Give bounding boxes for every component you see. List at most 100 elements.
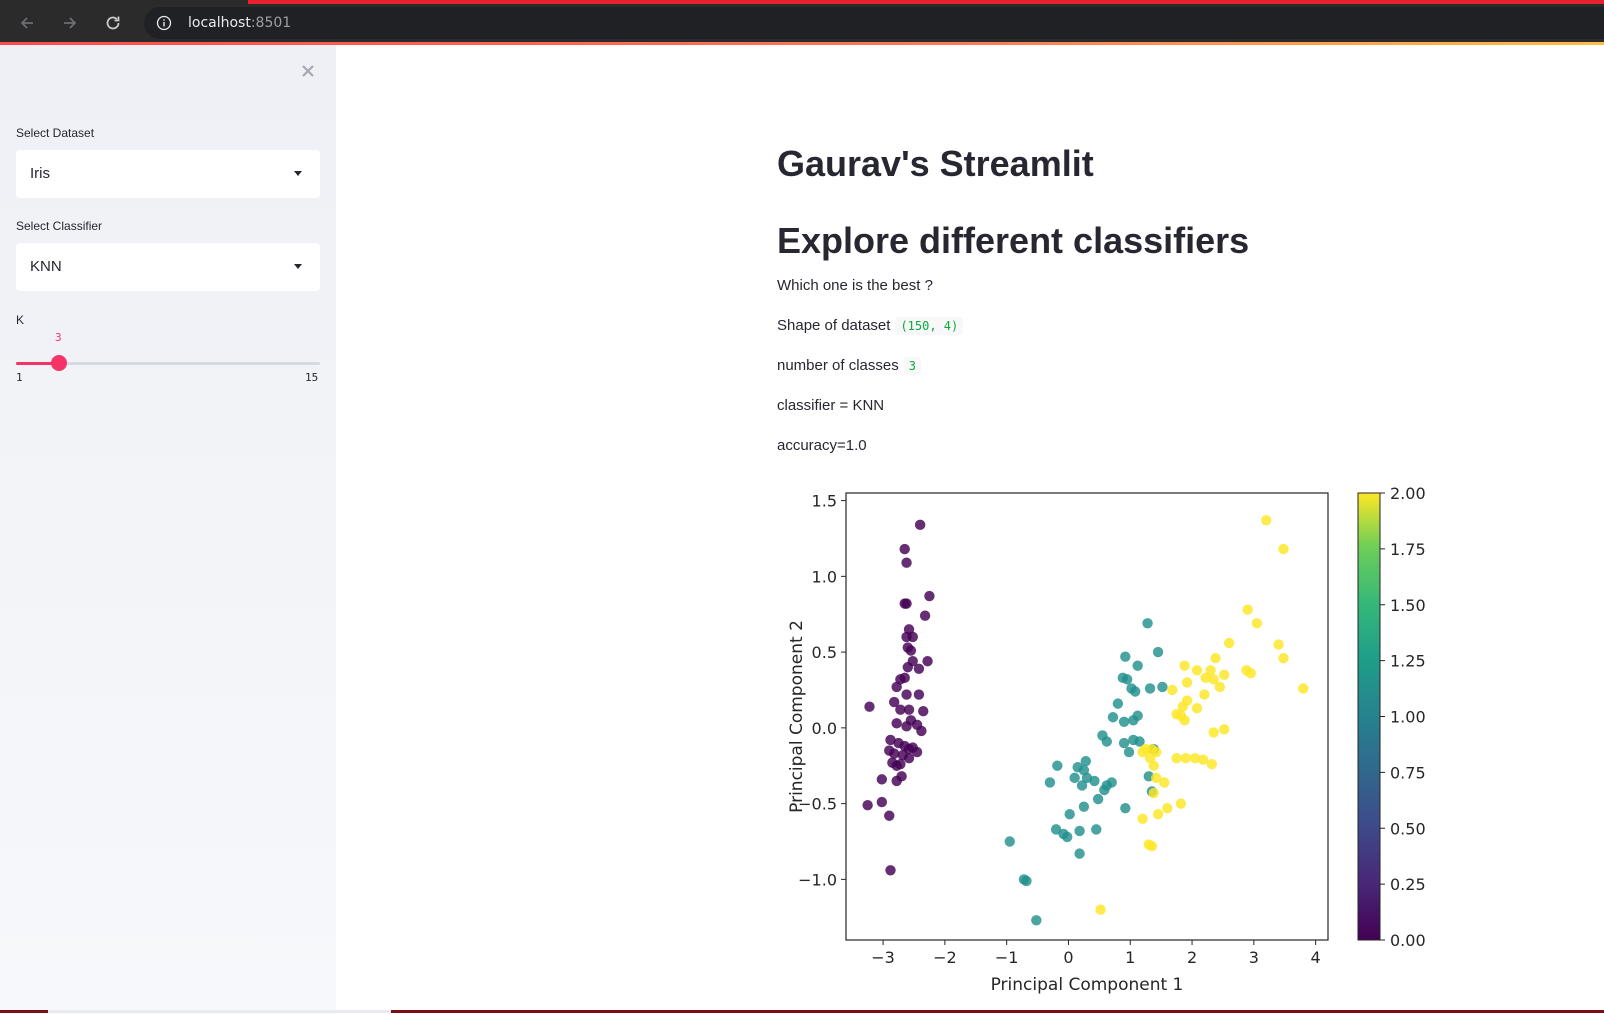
scatter-point [907, 631, 918, 643]
classifier-select-value: KNN [30, 258, 62, 275]
scatter-point [885, 865, 896, 876]
scatter-point [899, 598, 910, 609]
classes-line: number of classes 3 [777, 357, 921, 375]
scatter-point [1273, 639, 1284, 650]
scatter-point [1146, 840, 1158, 852]
scatter-point [1132, 660, 1143, 671]
y-tick-label: −1.0 [798, 870, 837, 889]
scatter-point [885, 734, 896, 746]
scatter-point [1052, 760, 1063, 771]
scatter-point [1080, 756, 1091, 767]
classes-value: 3 [903, 357, 921, 375]
scatter-point [1152, 809, 1164, 820]
scatter-point [1118, 737, 1130, 749]
scatter-point [1251, 618, 1263, 629]
y-tick-label: 1.0 [812, 567, 837, 586]
reload-icon[interactable] [100, 10, 126, 36]
scatter-point [884, 810, 895, 821]
dataset-select[interactable]: Iris [16, 150, 320, 198]
scatter-point [913, 689, 925, 700]
k-slider-track[interactable] [16, 362, 320, 365]
x-tick-label: −1 [995, 948, 1019, 967]
scatter-point [1031, 915, 1042, 926]
x-tick-label: 3 [1249, 948, 1259, 967]
scatter-point [1171, 752, 1182, 764]
scatter-point [1092, 793, 1104, 805]
scatter-point [903, 752, 915, 764]
scatter-point [1159, 777, 1170, 788]
scatter-point [1214, 681, 1226, 693]
chevron-down-icon [294, 264, 302, 269]
scatter-point [1197, 754, 1209, 765]
url-text[interactable]: localhost:8501 [188, 15, 291, 31]
scatter-point [1128, 715, 1139, 726]
scatter-point [899, 672, 910, 684]
scatter-point [918, 705, 929, 717]
scatter-point [1261, 515, 1272, 526]
scatter-point [889, 748, 900, 759]
classifier-line: classifier = KNN [777, 397, 885, 414]
scatter-point [1218, 724, 1230, 735]
url-port: :8501 [250, 15, 292, 31]
scatter-point [913, 663, 925, 674]
classifier-select[interactable]: KNN [16, 243, 320, 291]
pca-scatter-plot: −3 −2 −1 0 1 2 3 4 −1.0 −0.5 0.0 0.5 1.0 1.5 Principal… [787, 485, 1426, 995]
accuracy-line: accuracy=1.0 [777, 437, 867, 454]
scatter-point [919, 610, 931, 621]
y-axis-label: Principal Component 2 [787, 620, 807, 813]
scatter-point [1148, 760, 1159, 771]
site-info-icon[interactable] [156, 15, 172, 36]
streamlit-decoration-bar [0, 42, 1604, 45]
forward-icon[interactable] [57, 10, 83, 36]
scatter-point [891, 760, 902, 771]
x-tick-label: 0 [1063, 948, 1073, 967]
scatter-point [1180, 752, 1192, 764]
k-slider-value: 3 [55, 331, 62, 344]
scatter-point [1004, 836, 1015, 847]
scatter-point [1177, 701, 1188, 712]
scatter-point [1179, 660, 1190, 671]
k-slider-thumb[interactable] [51, 355, 67, 371]
scatter-point [1130, 686, 1141, 697]
close-sidebar-icon[interactable] [298, 61, 318, 81]
url-host: localhost [188, 15, 251, 31]
scatter-point [1137, 813, 1148, 824]
scatter-point [1278, 543, 1289, 555]
scatter-point [895, 704, 906, 715]
scatter-point [1099, 784, 1110, 796]
page-subtitle: Explore different classifiers [777, 220, 1250, 261]
scatter-point [891, 718, 902, 729]
k-slider-min: 1 [16, 371, 23, 384]
classes-label: number of classes [777, 357, 899, 374]
scatter-point [1078, 801, 1090, 812]
scatter-point [1064, 809, 1075, 820]
scatter-point [924, 590, 935, 602]
scatter-point [1171, 709, 1182, 720]
colorbar-tick-label: 1.00 [1390, 708, 1426, 727]
address-bar[interactable]: localhost:8501 [144, 7, 1604, 39]
colorbar [1357, 492, 1381, 941]
scatter-point [1089, 775, 1100, 787]
scatter-point [1191, 665, 1203, 676]
scatter-point [1148, 787, 1159, 799]
bottom-scrollbar[interactable] [0, 1010, 1604, 1013]
scatter-point [1191, 702, 1203, 714]
back-icon[interactable] [14, 10, 40, 36]
colorbar-tick-label: 1.50 [1390, 596, 1426, 615]
plot-frame [845, 492, 1329, 941]
colorbar-tick-label: 0.00 [1390, 931, 1426, 950]
scatter-point [1298, 683, 1309, 694]
scatter-point [901, 557, 912, 568]
y-tick-label: 0.0 [812, 719, 837, 738]
x-tick-label: 1 [1125, 948, 1135, 967]
k-label: K [16, 313, 25, 327]
shape-label: Shape of dataset [777, 317, 891, 334]
scatter-point [1210, 652, 1221, 664]
y-tick-label: 1.5 [812, 492, 837, 511]
scatter-point [1095, 904, 1106, 915]
scatter-point [922, 655, 933, 667]
scatter-point [1076, 780, 1088, 791]
scatter-point [1134, 736, 1145, 747]
k-slider-fill [16, 362, 59, 365]
scatter-point [1062, 831, 1073, 843]
